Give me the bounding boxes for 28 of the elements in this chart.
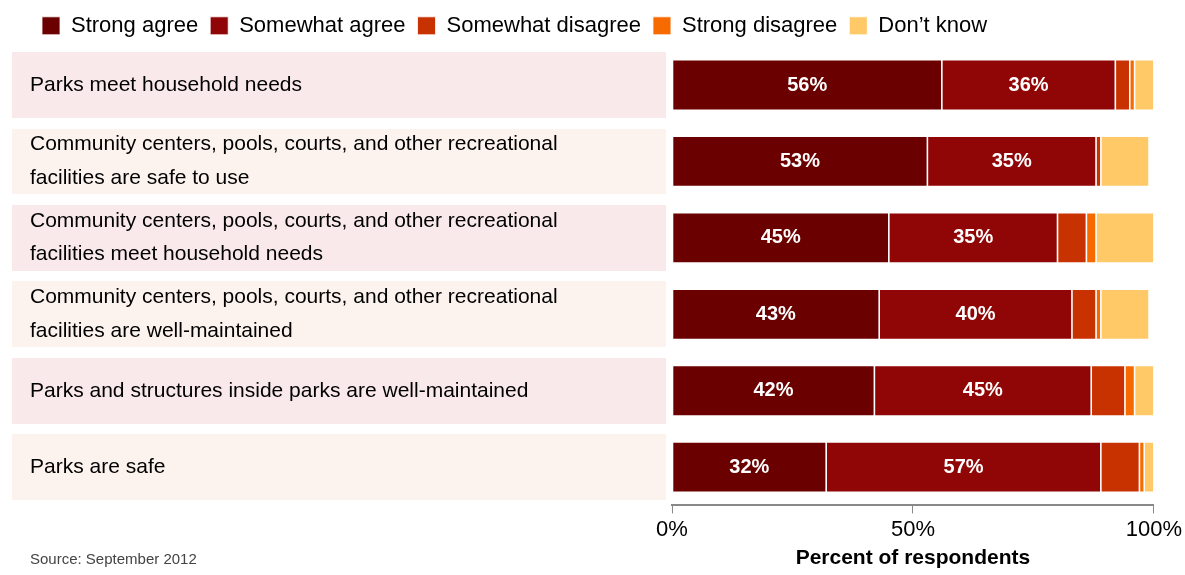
data-label: 36% [1008,72,1049,95]
data-label: 56% [787,72,828,95]
legend-label: Strong disagree [681,11,838,37]
x-tick-label: 100% [1125,515,1183,541]
y-tick-label: Parks meet household needs [30,71,303,95]
data-label: 57% [943,454,984,477]
data-label: 35% [953,225,994,248]
legend-label: Somewhat agree [239,11,406,37]
legend-label: Somewhat disagree [446,11,641,37]
data-label: 40% [955,301,996,324]
y-tick-label: Community centers, pools, courts, and other recreational facilities are safe to use [30,131,558,189]
y-tick-label: Community centers, pools, courts, and other recreational facilities are well-maintained [30,284,558,341]
y-tick-label: Parks are safe [30,453,166,477]
x-tick-label: 0% [656,515,688,541]
x-tick-label: 50% [890,515,935,541]
data-label: 42% [753,378,794,401]
data-label: 35% [991,148,1032,171]
data-label: 53% [779,148,821,171]
data-label: 45% [760,225,801,248]
source-note: Source: September 2012 [30,550,197,567]
x-axis-title: Percent of respondents [795,545,1031,569]
data-label: 32% [729,454,770,477]
legend-label: Strong agree [71,11,199,37]
data-label: 45% [962,378,1004,401]
legend-label: Don’t know [878,11,988,37]
y-tick-label: Community centers, pools, courts, and other recreational facilities meet household needs [30,207,558,265]
data-label: 43% [755,301,797,324]
y-tick-label: Parks and structures inside parks are well-maintained [30,377,529,401]
